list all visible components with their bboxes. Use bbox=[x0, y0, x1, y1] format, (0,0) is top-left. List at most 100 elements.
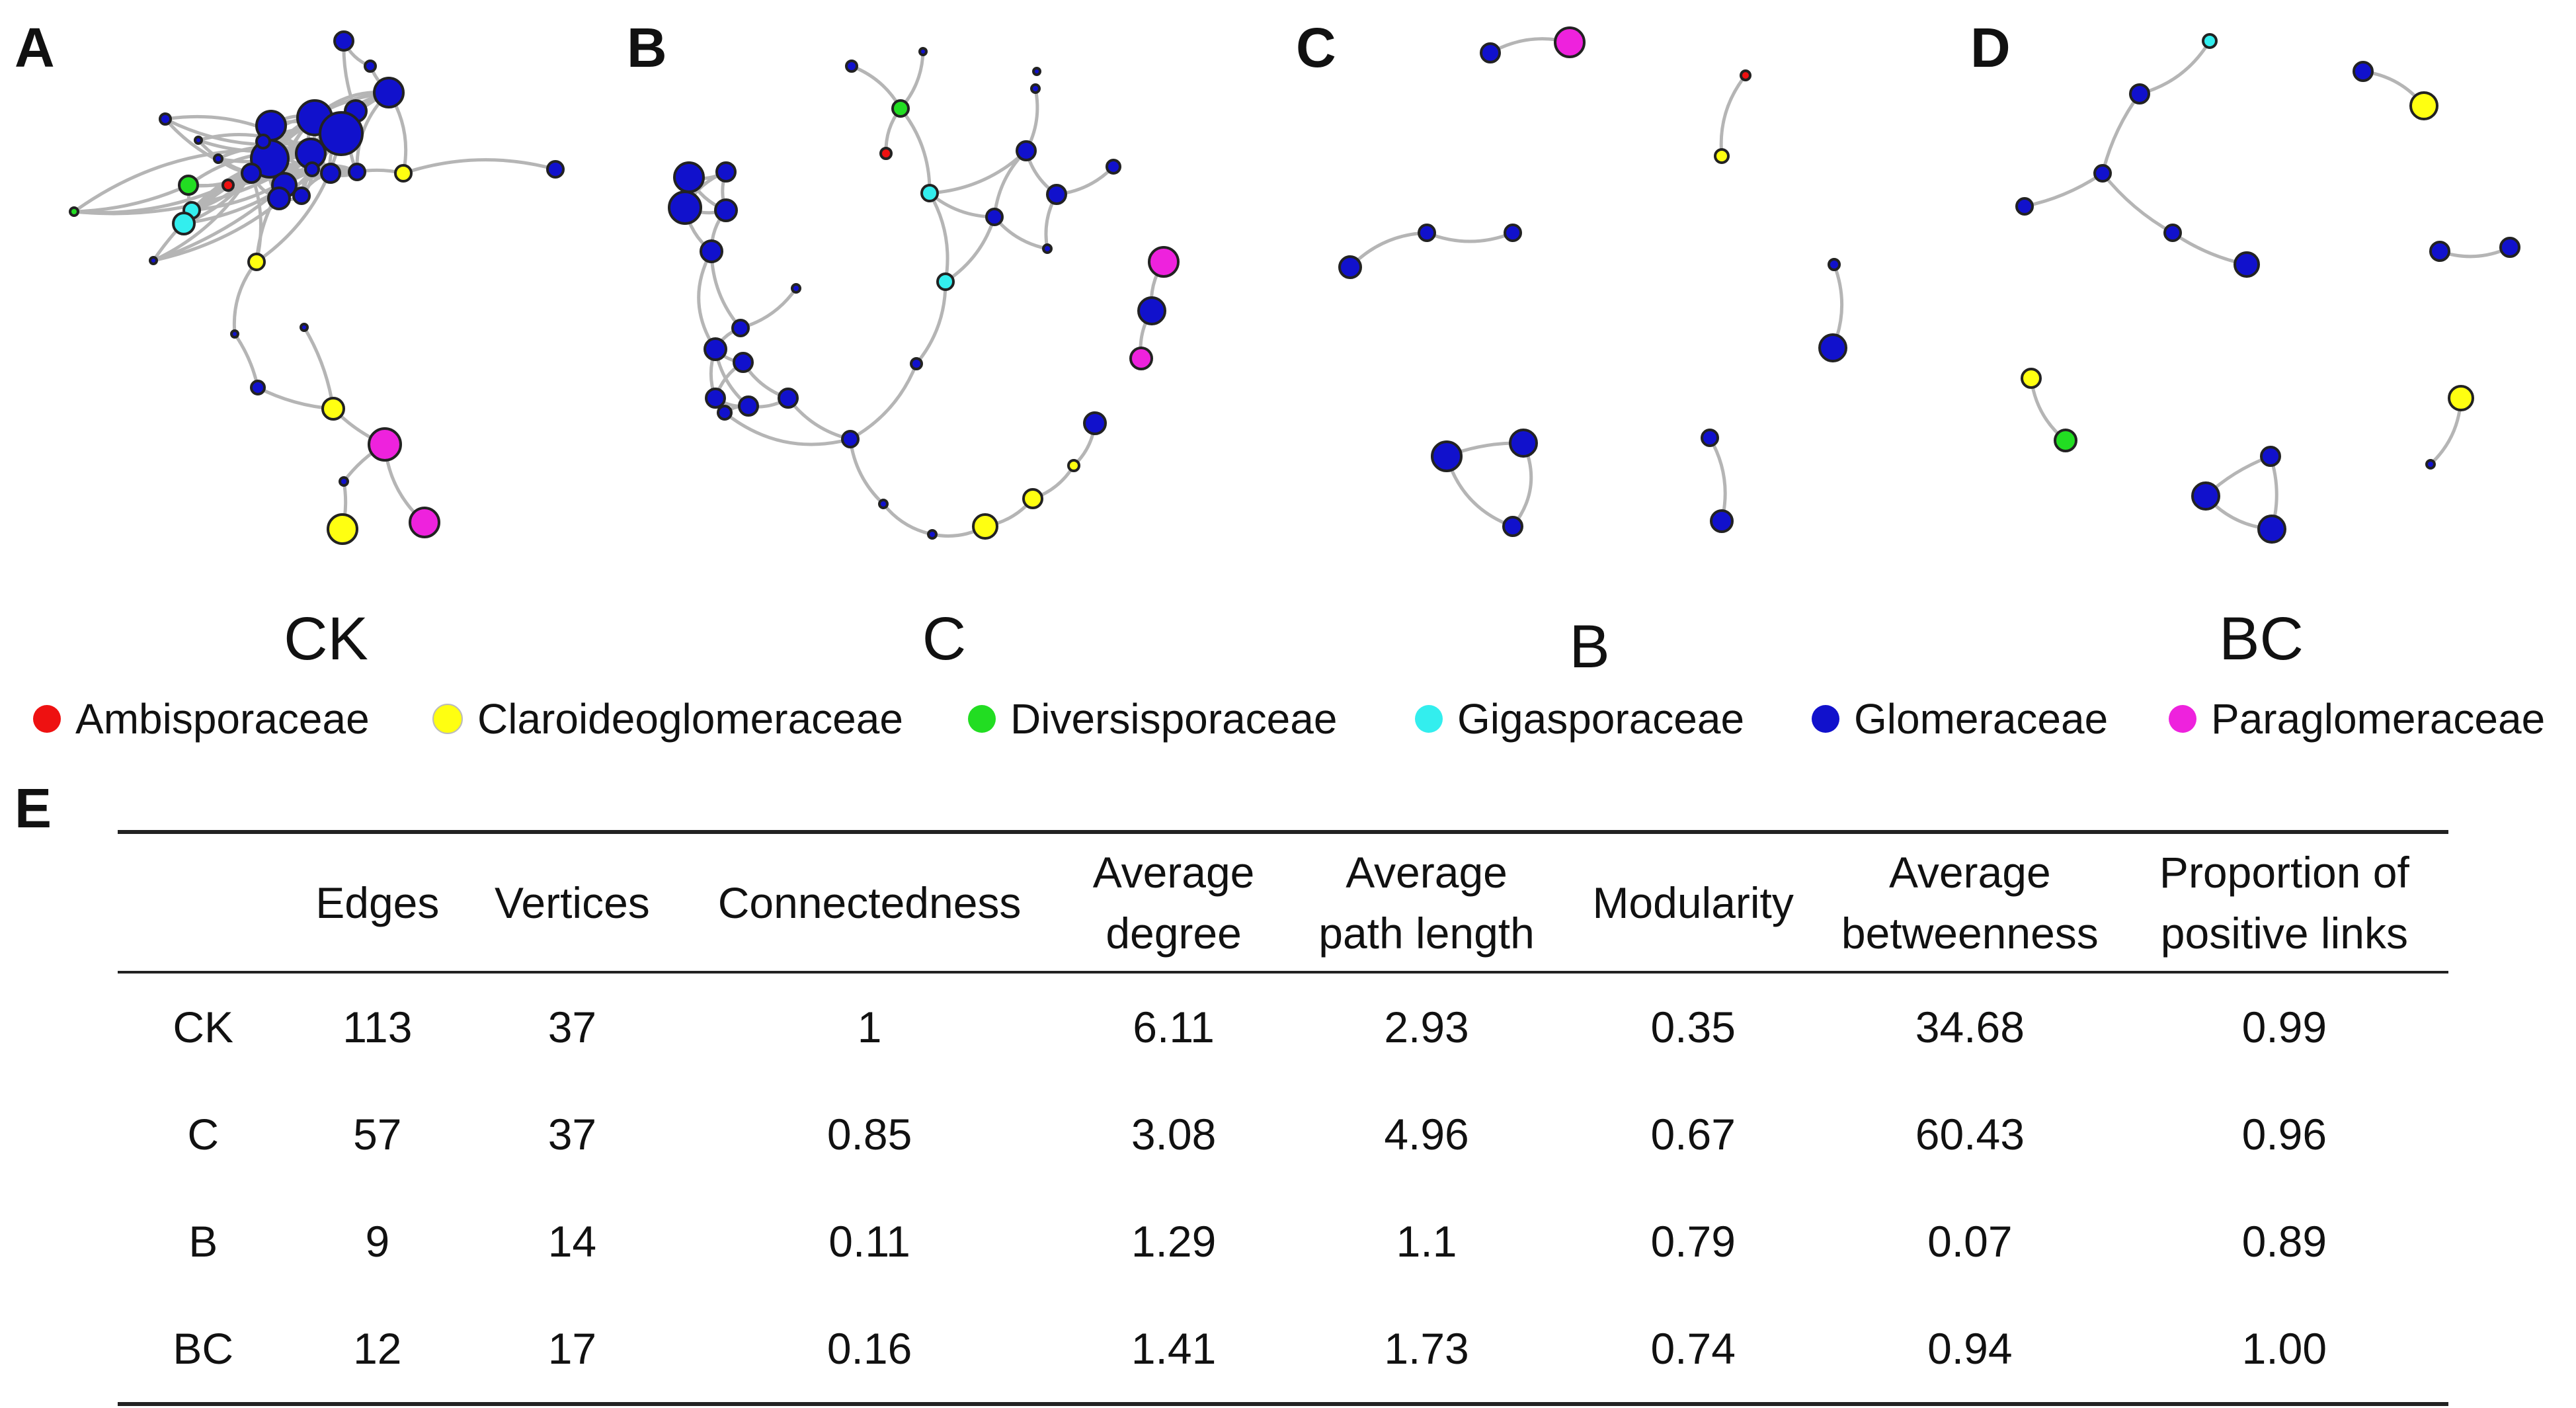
table-cell: 1.1 bbox=[1396, 1217, 1457, 1266]
network-node bbox=[2425, 459, 2436, 470]
network-node bbox=[1338, 255, 1362, 279]
table-header-cell: Proportion of positive links bbox=[2159, 847, 2409, 958]
network-node bbox=[368, 427, 402, 462]
legend-item-glomeraceae: Glomeraceae bbox=[1812, 694, 2108, 743]
network-node bbox=[705, 388, 726, 409]
network-node bbox=[300, 323, 309, 332]
legend-item-claroideoglomeraceae: Claroideoglomeraceae bbox=[432, 694, 903, 743]
table-header-row: Edges Vertices Connectedness Average deg… bbox=[118, 832, 2448, 972]
table-header-cell: Average degree bbox=[1092, 847, 1255, 958]
network-node bbox=[920, 184, 939, 202]
network-node bbox=[2234, 251, 2260, 278]
table-cell: 0.79 bbox=[1650, 1217, 1736, 1266]
network-edge bbox=[1426, 231, 1513, 243]
legend-dot-icon bbox=[33, 705, 61, 733]
network-properties-table: Edges Vertices Connectedness Average deg… bbox=[118, 830, 2448, 1406]
network-node bbox=[546, 160, 565, 179]
legend-dot-icon bbox=[1812, 705, 1839, 733]
network-node bbox=[2353, 61, 2374, 82]
network-node bbox=[327, 513, 358, 545]
network-node bbox=[373, 77, 405, 108]
network-node bbox=[704, 337, 727, 361]
table-cell: 0.74 bbox=[1650, 1324, 1736, 1373]
network-edge bbox=[709, 251, 742, 329]
network-edge bbox=[944, 216, 996, 284]
table-header-cell: Modularity bbox=[1592, 878, 1794, 927]
network-node bbox=[304, 161, 320, 177]
panel-letter-b: B bbox=[627, 17, 667, 79]
network-node bbox=[910, 357, 923, 370]
network-node bbox=[1554, 26, 1586, 58]
network-node bbox=[1431, 440, 1463, 472]
table-cell: 0.11 bbox=[828, 1217, 910, 1266]
network-edge bbox=[740, 287, 798, 330]
table-cell: 34.68 bbox=[1915, 1003, 2025, 1052]
network-node bbox=[714, 198, 738, 222]
network-node bbox=[255, 134, 271, 149]
panel-letter-e: E bbox=[15, 777, 52, 839]
network-node bbox=[1137, 296, 1166, 325]
network-node bbox=[2499, 237, 2520, 258]
network-edge bbox=[929, 149, 1027, 195]
legend-item-gigasporaceae: Gigasporaceae bbox=[1415, 694, 1744, 743]
legend-label: Diversisporaceae bbox=[1010, 695, 1338, 743]
table-cell: 1.00 bbox=[2241, 1324, 2327, 1373]
legend-label: Ambisporaceae bbox=[75, 695, 370, 743]
network-node bbox=[1046, 184, 1067, 205]
row-label-cell: C bbox=[187, 1110, 220, 1159]
network-node bbox=[918, 47, 928, 56]
panel-letter-d: D bbox=[1970, 17, 2011, 79]
row-label-cell: B bbox=[188, 1217, 218, 1266]
network-node bbox=[879, 147, 893, 160]
network-node bbox=[320, 163, 341, 184]
network-node bbox=[2093, 164, 2112, 183]
table-cell: 0.94 bbox=[1927, 1324, 2013, 1373]
network-node bbox=[936, 272, 955, 291]
legend-item-diversisporaceae: Diversisporaceae bbox=[968, 694, 1337, 743]
table-row: BC 12 17 0.16 1.41 1.73 0.74 0.94 1.00 bbox=[118, 1295, 2448, 1404]
table-cell: 1.41 bbox=[1131, 1324, 1217, 1373]
legend-item-paraglomeraceae: Paraglomeraceae bbox=[2169, 694, 2545, 743]
network-edge bbox=[849, 363, 918, 441]
network-label-c: C bbox=[922, 605, 967, 673]
network-node bbox=[194, 136, 203, 145]
network-edge bbox=[848, 438, 885, 505]
table-row: C 57 37 0.85 3.08 4.96 0.67 60.43 0.96 bbox=[118, 1081, 2448, 1188]
network-node bbox=[178, 175, 199, 196]
table-cell: 9 bbox=[365, 1217, 390, 1266]
network-node bbox=[778, 388, 799, 409]
network-node bbox=[1502, 516, 1523, 537]
network-node bbox=[1509, 429, 1538, 458]
table-cell: 0.99 bbox=[2241, 1003, 2327, 1052]
network-edge bbox=[164, 118, 252, 175]
legend-label: Paraglomeraceae bbox=[2211, 695, 2546, 743]
table-cell: 0.85 bbox=[826, 1110, 912, 1159]
table-cell: 17 bbox=[547, 1324, 597, 1373]
network-node bbox=[1714, 148, 1730, 164]
network-node bbox=[230, 329, 239, 339]
network-node bbox=[1022, 488, 1043, 509]
network-node bbox=[927, 529, 938, 540]
table-cell: 4.96 bbox=[1384, 1110, 1469, 1159]
network-figures bbox=[69, 26, 2520, 545]
network-node bbox=[2129, 83, 2150, 104]
table-cell: 3.08 bbox=[1131, 1110, 1217, 1159]
network-edge bbox=[1719, 74, 1747, 157]
network-node bbox=[733, 352, 754, 373]
table-header-cell: Vertices bbox=[495, 878, 650, 927]
network-node bbox=[1740, 69, 1751, 81]
network-edge bbox=[73, 183, 190, 214]
legend-item-ambisporaceae: Ambisporaceae bbox=[33, 694, 370, 743]
network-node bbox=[2191, 481, 2220, 511]
table-cell: 0.16 bbox=[826, 1324, 912, 1373]
table-cell: 1 bbox=[857, 1003, 882, 1052]
network-edge bbox=[992, 149, 1027, 218]
row-label-cell: CK bbox=[173, 1003, 234, 1052]
network-node bbox=[250, 380, 266, 395]
network-node bbox=[2409, 91, 2438, 120]
table-cell: 0.35 bbox=[1650, 1003, 1736, 1052]
network-node bbox=[1032, 67, 1041, 76]
network-edge bbox=[697, 250, 717, 351]
table-header-cell: Connectedness bbox=[717, 878, 1022, 927]
network-node bbox=[364, 60, 377, 73]
